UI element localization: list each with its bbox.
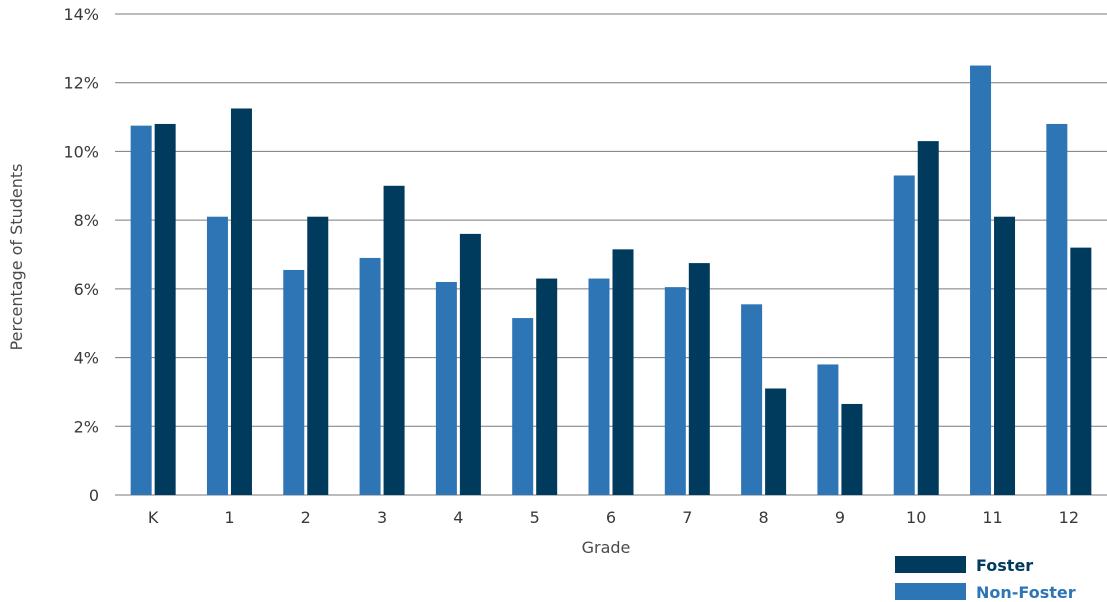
bar-foster-10 xyxy=(917,141,939,495)
bar-non-foster-11 xyxy=(970,65,992,496)
bar-non-foster-2 xyxy=(283,269,305,495)
bar-non-foster-8 xyxy=(741,304,763,495)
legend-label-non-foster: Non-Foster xyxy=(976,583,1076,602)
bar-foster-4 xyxy=(459,233,481,495)
y-tick-label: 6% xyxy=(74,280,99,299)
bar-non-foster-10 xyxy=(893,175,915,495)
y-tick-labels: 0 2% 4% 6% 8% 10% 12% 14% xyxy=(63,5,99,505)
bar-foster-6 xyxy=(612,249,634,495)
bar-foster-2 xyxy=(307,216,329,495)
x-tick-label: 10 xyxy=(906,508,926,527)
y-tick-label: 14% xyxy=(63,5,99,24)
bar-non-foster-6 xyxy=(588,278,610,495)
bar-non-foster-4 xyxy=(435,281,457,495)
x-tick-label: 5 xyxy=(530,508,540,527)
bar-foster-11 xyxy=(994,216,1016,495)
legend-swatch-non-foster xyxy=(895,583,966,600)
x-axis-label: Grade xyxy=(582,538,631,557)
bar-foster-5 xyxy=(536,278,558,495)
bars xyxy=(130,65,1092,496)
x-tick-label: K xyxy=(148,508,159,527)
x-tick-label: 3 xyxy=(377,508,387,527)
x-tick-label: 2 xyxy=(301,508,311,527)
bar-non-foster-k xyxy=(130,125,152,496)
y-tick-label: 4% xyxy=(74,349,99,368)
bar-foster-1 xyxy=(230,108,252,495)
bar-foster-9 xyxy=(841,403,863,495)
legend: Foster Non-Foster xyxy=(895,556,1076,602)
x-tick-label: 9 xyxy=(835,508,845,527)
x-tick-label: 6 xyxy=(606,508,616,527)
bar-non-foster-3 xyxy=(359,257,381,495)
bar-foster-3 xyxy=(383,185,405,496)
x-tick-label: 8 xyxy=(759,508,769,527)
bar-foster-7 xyxy=(688,263,710,495)
bar-non-foster-12 xyxy=(1046,123,1068,495)
x-tick-label: 11 xyxy=(982,508,1002,527)
x-tick-label: 1 xyxy=(224,508,234,527)
legend-swatch-foster xyxy=(895,556,966,573)
bar-foster-k xyxy=(154,123,176,495)
y-tick-label: 12% xyxy=(63,74,99,93)
y-tick-label: 8% xyxy=(74,211,99,230)
gridlines xyxy=(115,13,1107,496)
x-tick-label: 7 xyxy=(682,508,692,527)
bar-foster-12 xyxy=(1070,247,1092,495)
legend-label-foster: Foster xyxy=(976,556,1033,575)
bar-non-foster-1 xyxy=(206,216,228,495)
y-tick-label: 10% xyxy=(63,142,99,161)
x-tick-label: 12 xyxy=(1059,508,1079,527)
bar-non-foster-7 xyxy=(664,287,686,495)
x-tick-label: 4 xyxy=(453,508,463,527)
y-axis-label: Percentage of Students xyxy=(7,164,26,351)
y-tick-label: 0 xyxy=(89,486,99,505)
x-tick-labels: K 1 2 3 4 5 6 7 8 9 10 11 12 xyxy=(148,508,1079,527)
bar-foster-8 xyxy=(765,388,787,495)
bar-non-foster-9 xyxy=(817,364,839,495)
bar-non-foster-5 xyxy=(512,318,534,495)
y-tick-label: 2% xyxy=(74,417,99,436)
